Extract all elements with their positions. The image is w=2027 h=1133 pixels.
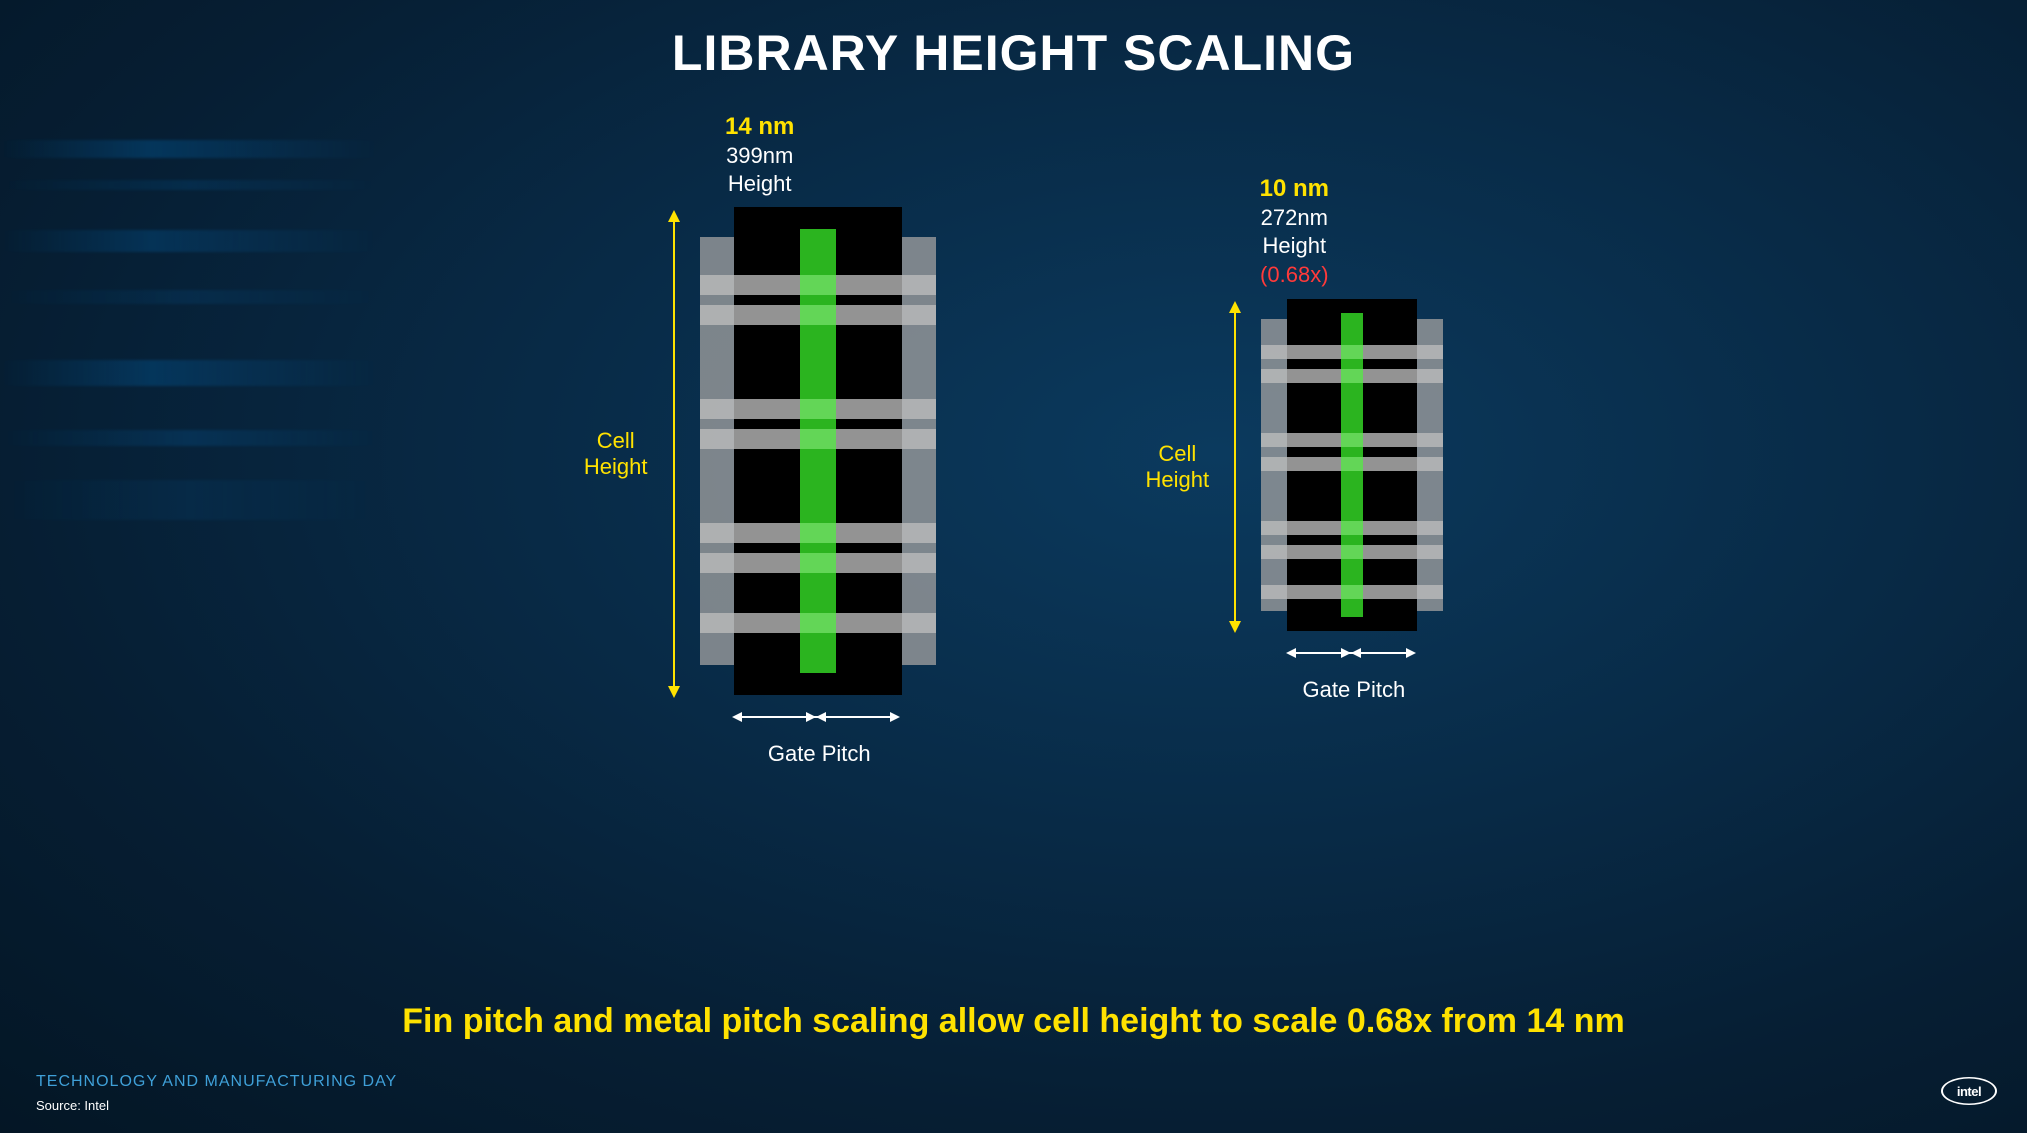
cell-10nm-height-value: 272nm <box>1260 204 1329 232</box>
cell-10nm-diagram <box>1261 299 1443 636</box>
cell-14nm-column: 14 nm399nmHeight CellHeight Gate Pitch <box>584 112 936 767</box>
cell-14nm-vertical-arrow-icon <box>664 210 684 698</box>
cell-10nm-body: CellHeight <box>1146 299 1444 636</box>
cell-14nm-diagram <box>700 207 936 700</box>
cell-10nm-cellheight-label: CellHeight <box>1146 441 1210 493</box>
conclusion-text: Fin pitch and metal pitch scaling allow … <box>0 1002 2027 1041</box>
cell-10nm-gatepitch-arrow-icon <box>1286 642 1416 669</box>
cell-10nm-header: 10 nm272nmHeight(0.68x) <box>1260 174 1329 289</box>
slide-root: LIBRARY HEIGHT SCALING 14 nm399nmHeightC… <box>0 0 2027 1133</box>
diagram-row: 14 nm399nmHeightCellHeightGate Pitch10 n… <box>0 112 2027 963</box>
intel-logo: intel <box>1941 1073 1997 1109</box>
cell-14nm-gatepitch-arrow-icon <box>732 706 900 733</box>
intel-logo-ellipse: intel <box>1941 1077 1997 1105</box>
cell-10nm-column: 10 nm272nmHeight(0.68x) CellHeight Gate Pi… <box>1146 174 1444 703</box>
footer-source: Source: Intel <box>36 1098 109 1113</box>
cell-14nm-node-label: 14 nm <box>725 112 794 142</box>
cell-10nm-height-word: Height <box>1260 232 1329 260</box>
footer-event: TECHNOLOGY AND MANUFACTURING DAY <box>36 1073 397 1091</box>
cell-10nm-node-label: 10 nm <box>1260 174 1329 204</box>
cell-14nm-cellheight-label: CellHeight <box>584 428 648 480</box>
cell-14nm-body: CellHeight <box>584 207 936 700</box>
cell-10nm-scale-factor: (0.68x) <box>1260 261 1329 289</box>
cell-14nm-height-word: Height <box>725 170 794 198</box>
slide-title: LIBRARY HEIGHT SCALING <box>0 24 2027 82</box>
cell-10nm-vertical-arrow-icon <box>1225 301 1245 633</box>
cell-14nm-height-value: 399nm <box>725 142 794 170</box>
cell-10nm-gatepitch-label: Gate Pitch <box>1303 677 1406 703</box>
cell-14nm-gatepitch-label: Gate Pitch <box>768 741 871 767</box>
intel-logo-text: intel <box>1957 1084 1981 1099</box>
cell-14nm-header: 14 nm399nmHeight <box>725 112 794 197</box>
